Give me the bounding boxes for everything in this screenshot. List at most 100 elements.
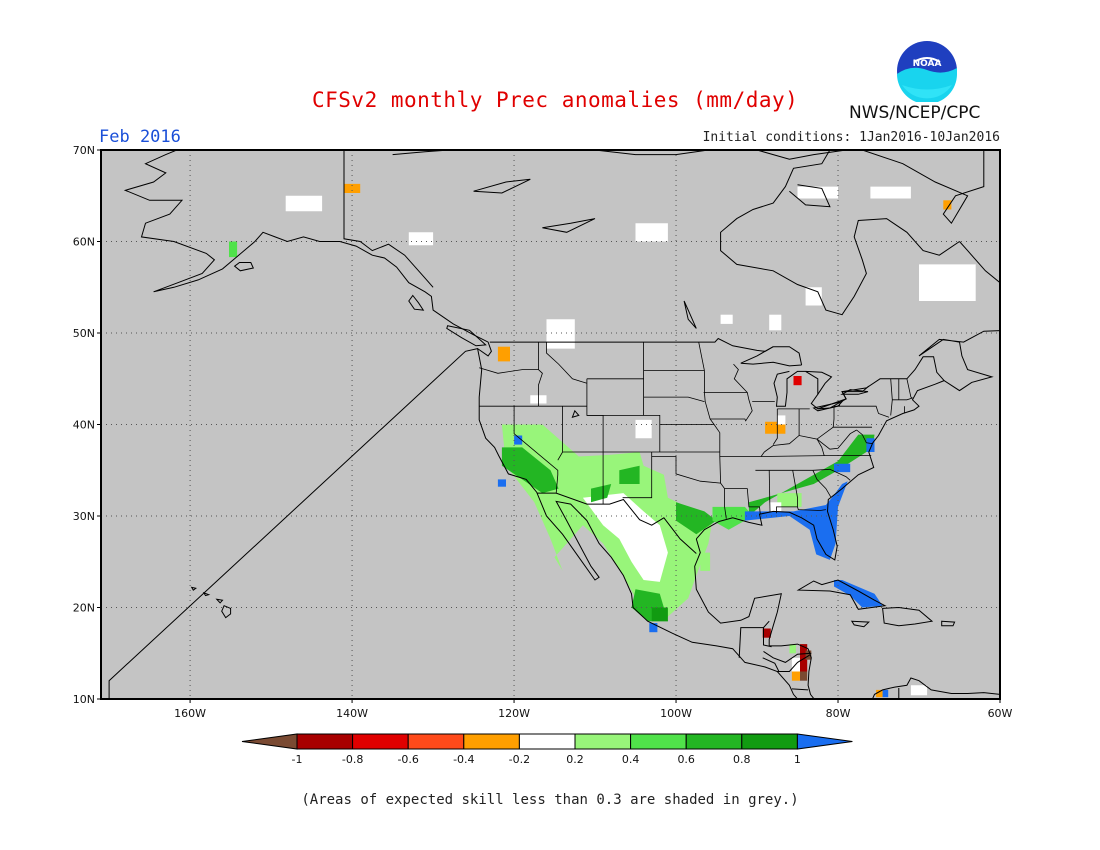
state-border (479, 367, 539, 374)
lake-outline (473, 178, 531, 194)
coastline (796, 579, 887, 610)
state-border (772, 408, 778, 445)
country-border (489, 337, 774, 352)
colorbar: -1 -0.8 -0.6 -0.4 -0.2 0.2 0.4 0.6 0.8 1 (241, 733, 853, 766)
anomaly-region (793, 376, 802, 386)
coastline (769, 643, 809, 650)
coastline (773, 370, 806, 407)
coastline (805, 370, 870, 410)
country-border (763, 627, 772, 648)
state-border (513, 406, 559, 494)
anomaly-region (591, 484, 612, 503)
anomaly-region (501, 447, 559, 494)
state-border (906, 378, 913, 399)
lat-label: 40N (73, 419, 95, 432)
anomaly-region (546, 319, 575, 349)
colorbar-box (407, 733, 465, 750)
anomaly-region (762, 628, 771, 638)
anomaly-region (408, 232, 434, 246)
coastline (850, 620, 870, 628)
arctic-coast (862, 150, 985, 225)
state-border (622, 452, 653, 499)
state-border (768, 470, 771, 513)
state-border (812, 470, 832, 498)
arctic-coast (473, 150, 539, 151)
colorbar-label: -0.6 (397, 753, 418, 766)
colorbar-label: 0.8 (733, 753, 751, 766)
state-border (797, 506, 826, 511)
anomaly-region (789, 644, 796, 654)
coastline (108, 348, 1000, 699)
anomaly-region (619, 465, 640, 484)
lon-label: 80W (826, 707, 851, 720)
colorbar-label: 0.6 (677, 753, 695, 766)
coastline (695, 241, 1000, 561)
colorbar-box (630, 733, 687, 750)
anomaly-region (676, 502, 717, 535)
state-border (839, 405, 890, 418)
lake-outline (571, 409, 580, 418)
coastlines (108, 150, 1000, 699)
state-border (892, 397, 913, 401)
colorbar-label: -0.2 (509, 753, 530, 766)
state-border (733, 363, 748, 393)
lon-label: 60W (988, 707, 1013, 720)
anomaly-region (769, 314, 782, 331)
country-border (763, 650, 812, 663)
coastline (446, 325, 487, 347)
coastline (807, 648, 815, 699)
coastline (740, 346, 803, 367)
agency-label: NWS/NCEP/CPC (849, 103, 981, 123)
lat-label: 10N (73, 693, 95, 706)
logo-text: NOAA (913, 59, 942, 69)
anomaly-region (834, 463, 851, 473)
state-border (856, 429, 873, 445)
anomaly-region (765, 421, 786, 434)
anomaly-region (582, 493, 668, 582)
anomaly-region (797, 186, 838, 199)
colorbar-label: -1 (292, 753, 303, 766)
state-border (816, 426, 857, 450)
coastline (221, 605, 232, 619)
colorbar-max-arrow (796, 733, 853, 750)
anomaly-region (700, 552, 711, 571)
anomaly-region (876, 689, 883, 698)
coastline (233, 262, 255, 272)
colorbar-box (574, 733, 632, 750)
anomaly-region (882, 689, 889, 698)
coastline (202, 591, 211, 597)
colorbar-label: 1 (794, 753, 801, 766)
anomaly-region (514, 435, 523, 445)
country-border (738, 620, 770, 658)
lat-label: 20N (73, 602, 95, 615)
anomaly-region (635, 223, 668, 242)
map-background (101, 150, 1000, 699)
anomaly-region (635, 419, 652, 439)
lon-label: 120W (498, 707, 530, 720)
lake-outline (542, 218, 596, 233)
anomaly-region (919, 264, 976, 301)
lake-outline (683, 300, 697, 329)
colorbar-label: -0.4 (453, 753, 474, 766)
anomaly-region (791, 671, 800, 681)
anomaly-region (744, 481, 848, 560)
anomaly-region (870, 186, 911, 199)
anomaly-region (910, 685, 928, 696)
country-border (762, 657, 780, 672)
lon-label: 160W (174, 707, 206, 720)
lat-label: 50N (73, 327, 95, 340)
state-border (724, 488, 761, 515)
colorbar-label: 0.4 (622, 753, 640, 766)
anomaly-region (229, 241, 238, 258)
state-border (546, 342, 588, 384)
country-border (791, 688, 809, 691)
colorbar-box (685, 733, 743, 750)
initial-conditions: Initial conditions: 1Jan2016-10Jan2016 (702, 130, 1000, 145)
state-border (755, 468, 851, 481)
state-border (586, 378, 661, 452)
colorbar-label: -0.8 (342, 753, 363, 766)
anomaly-region (834, 580, 883, 608)
coastline (720, 150, 960, 316)
anomaly-region (866, 438, 875, 452)
